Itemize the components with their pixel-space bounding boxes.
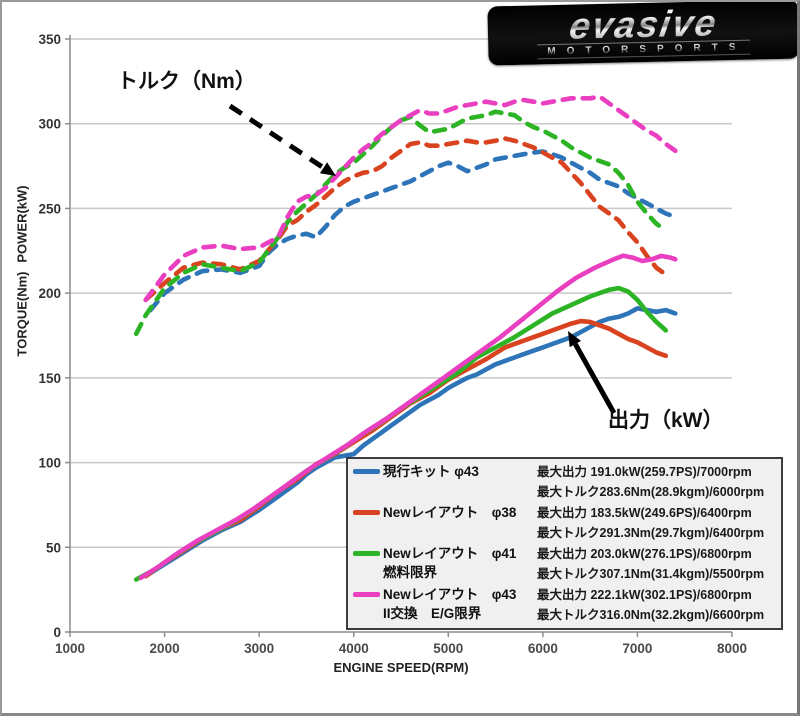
power-annotation-label: 出力（kW）: [608, 409, 724, 432]
legend-row-new-layout-phi38: Newレイアウト φ38 最大出力 183.5kW(249.6PS)/6400r…: [352, 503, 777, 543]
y-tick-label-350: 350: [38, 32, 61, 47]
legend-swatch-magenta: [353, 592, 380, 597]
legend-name-line2: II交換 E/G限界: [383, 606, 482, 621]
chart-legend: 現行キット φ43 最大出力 191.0kW(259.7PS)/7000rpm …: [346, 457, 783, 630]
evasive-motorsports-logo: evasive MOTORSPORTS: [487, 2, 797, 66]
x-tick-label-3000: 3000: [244, 641, 274, 656]
x-tick-label-5000: 5000: [433, 641, 463, 656]
legend-series-stats: 最大出力 183.5kW(249.6PS)/6400rpm 最大トルク291.3…: [537, 503, 777, 543]
y-tick-label-50: 50: [46, 540, 61, 555]
legend-max-power: 最大出力 183.5kW(249.6PS)/6400rpm: [537, 506, 752, 520]
legend-series-name: Newレイアウト φ38: [383, 503, 537, 522]
y-tick-label-100: 100: [38, 456, 61, 471]
x-tick-label-1000: 1000: [55, 641, 85, 656]
legend-swatch-green: [353, 551, 380, 556]
legend-name-line1: 現行キット φ43: [383, 464, 479, 479]
x-tick-label-7000: 7000: [622, 641, 652, 656]
legend-max-torque: 最大トルク307.1Nm(31.4kgm)/5500rpm: [537, 567, 765, 581]
torque-arrow: [228, 103, 325, 170]
torque-annotation-label: トルク（Nm）: [117, 70, 256, 93]
x-tick-label-4000: 4000: [339, 641, 369, 656]
legend-swatch-blue: [353, 469, 380, 474]
legend-max-power: 最大出力 191.0kW(259.7PS)/7000rpm: [537, 465, 752, 479]
series-line-0: [148, 149, 678, 313]
series-line-1: [143, 136, 669, 303]
legend-series-stats: 最大出力 191.0kW(259.7PS)/7000rpm 最大トルク283.6…: [537, 462, 777, 502]
legend-row-new-layout-phi43: Newレイアウト φ43 II交換 E/G限界 最大出力 222.1kW(302…: [352, 585, 777, 625]
torque-arrowhead: [319, 162, 336, 176]
series-line-3: [143, 94, 678, 303]
legend-name-line1: Newレイアウト φ43: [383, 587, 517, 602]
legend-series-name: Newレイアウト φ43 II交換 E/G限界: [383, 585, 537, 623]
legend-series-stats: 最大出力 203.0kW(276.1PS)/6800rpm 最大トルク307.1…: [537, 544, 777, 584]
y-tick-label-250: 250: [38, 201, 61, 216]
legend-series-name: Newレイアウト φ41 燃料限界: [383, 544, 537, 582]
y-tick-label-300: 300: [38, 117, 61, 132]
x-tick-label-8000: 8000: [717, 641, 747, 656]
legend-series-stats: 最大出力 222.1kW(302.1PS)/6800rpm 最大トルク316.0…: [537, 585, 777, 625]
legend-max-power: 最大出力 203.0kW(276.1PS)/6800rpm: [537, 547, 752, 561]
legend-max-torque: 最大トルク283.6Nm(28.9kgm)/6000rpm: [537, 485, 765, 499]
y-tick-label-150: 150: [38, 371, 61, 386]
logo-brand-text: evasive: [566, 2, 721, 47]
legend-row-new-layout-phi41: Newレイアウト φ41 燃料限界 最大出力 203.0kW(276.1PS)/…: [352, 544, 777, 584]
legend-max-power: 最大出力 222.1kW(302.1PS)/6800rpm: [537, 588, 752, 602]
power-arrowhead: [568, 331, 581, 348]
x-tick-label-2000: 2000: [150, 641, 180, 656]
y-axis-title-torque: TORQUE(Nm): [14, 271, 30, 357]
legend-row-current-kit-phi43: 現行キット φ43 最大出力 191.0kW(259.7PS)/7000rpm …: [352, 462, 777, 502]
legend-swatch-red: [353, 510, 380, 515]
x-axis-title: ENGINE SPEED(RPM): [333, 660, 469, 675]
y-axis-title-power: POWER(kW): [14, 185, 30, 263]
legend-name-line2: 燃料限界: [383, 565, 437, 580]
x-tick-label-6000: 6000: [528, 641, 558, 656]
legend-max-torque: 最大トルク316.0Nm(32.2kgm)/6600rpm: [537, 608, 765, 622]
y-tick-label-0: 0: [53, 625, 61, 640]
legend-series-name: 現行キット φ43: [383, 462, 537, 481]
series-line-4: [143, 306, 678, 579]
legend-name-line1: Newレイアウト φ41: [383, 546, 517, 561]
legend-max-torque: 最大トルク291.3Nm(29.7kgm)/6400rpm: [537, 526, 765, 540]
y-tick-label-200: 200: [38, 286, 61, 301]
series-line-7: [138, 253, 678, 581]
power-arrow: [573, 342, 617, 415]
legend-name-line1: Newレイアウト φ38: [383, 505, 517, 520]
